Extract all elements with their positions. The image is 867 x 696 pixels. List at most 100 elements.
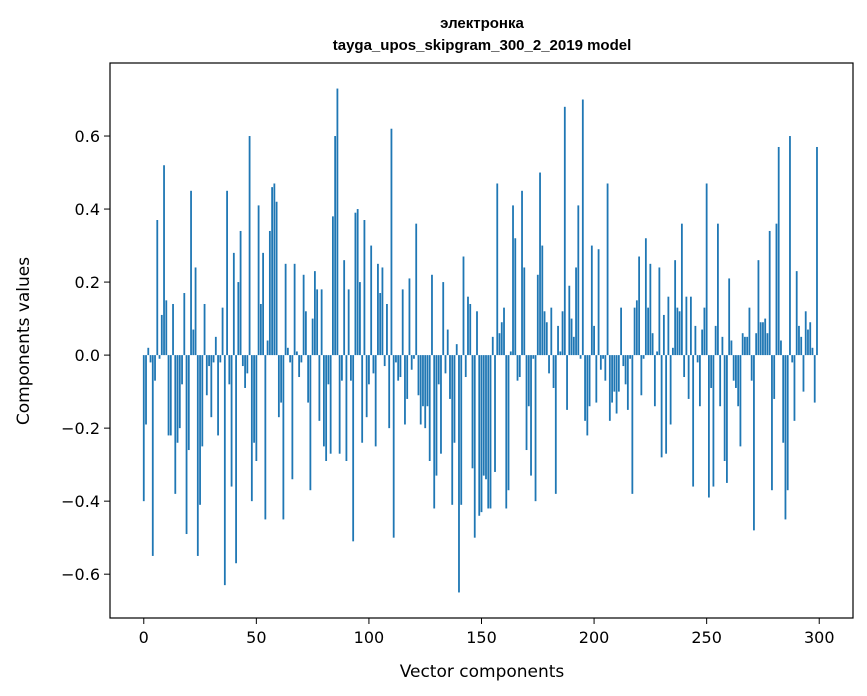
bar <box>235 355 237 564</box>
bar <box>295 351 298 356</box>
bar <box>273 183 276 356</box>
bar <box>534 355 537 502</box>
bar <box>464 355 467 378</box>
bar <box>714 325 717 356</box>
bar <box>453 355 456 443</box>
bar <box>590 245 593 356</box>
bar <box>719 355 722 407</box>
bar <box>678 311 681 356</box>
bar <box>550 307 553 356</box>
bar <box>505 355 508 509</box>
bar <box>735 355 737 388</box>
bar <box>613 355 616 392</box>
bar <box>539 172 541 356</box>
bar <box>489 355 492 509</box>
bar <box>404 355 406 425</box>
bar <box>597 249 600 356</box>
bar <box>726 355 728 483</box>
bar <box>293 263 296 356</box>
bar <box>802 355 805 392</box>
bar <box>480 355 483 513</box>
bar <box>248 136 251 356</box>
bar <box>449 355 451 399</box>
bar <box>685 296 688 356</box>
bar <box>446 329 449 356</box>
bar <box>322 355 325 447</box>
bar <box>476 311 478 356</box>
x-axis-ticks: 0 50 100 150 200 250 300 <box>139 618 835 647</box>
bar <box>699 355 701 407</box>
bar <box>316 289 319 356</box>
bar <box>473 355 476 538</box>
bar <box>798 325 800 356</box>
bar <box>388 355 391 429</box>
bar <box>226 190 228 356</box>
bar <box>653 355 656 407</box>
bar <box>786 355 789 491</box>
bar <box>151 355 154 556</box>
bar <box>588 355 591 407</box>
bar <box>746 336 749 356</box>
bar <box>156 220 159 356</box>
bar <box>253 355 255 443</box>
bar <box>730 340 733 356</box>
bar <box>244 355 246 388</box>
bar <box>611 355 613 403</box>
bar <box>782 355 785 443</box>
bar <box>343 260 346 356</box>
bar <box>374 355 377 447</box>
bar <box>566 355 568 410</box>
bar <box>608 355 611 421</box>
bar <box>460 355 463 505</box>
bar <box>586 355 589 436</box>
bar <box>223 355 226 586</box>
bar <box>816 146 818 356</box>
bar <box>563 106 566 356</box>
bar <box>467 296 469 356</box>
bar <box>807 329 809 356</box>
bar <box>262 252 264 356</box>
bar <box>442 282 445 356</box>
bar <box>255 355 258 461</box>
bar <box>320 289 323 356</box>
bar <box>190 190 192 356</box>
bar <box>667 296 670 356</box>
bar <box>462 256 465 356</box>
bar <box>759 322 762 356</box>
bar <box>304 311 307 356</box>
bar <box>381 267 384 356</box>
bar <box>422 355 424 407</box>
bar <box>284 263 287 356</box>
bar <box>172 303 174 356</box>
bar <box>642 355 645 359</box>
bar <box>680 223 683 356</box>
bar <box>762 322 764 356</box>
bar <box>703 307 706 356</box>
x-tick-label: 200 <box>579 628 610 647</box>
bar <box>545 322 548 356</box>
bar <box>257 205 260 356</box>
bar <box>413 355 415 359</box>
bar <box>647 307 650 356</box>
bar <box>640 355 643 396</box>
bar <box>750 355 753 381</box>
bar <box>494 355 496 472</box>
bar <box>469 303 472 356</box>
bar <box>365 355 368 418</box>
bar <box>228 355 231 385</box>
bar <box>777 146 780 356</box>
bar <box>345 355 348 461</box>
bar <box>744 336 746 356</box>
bar <box>336 88 339 356</box>
bar <box>557 325 559 356</box>
bar <box>764 318 767 356</box>
bar <box>512 205 514 356</box>
bar <box>417 355 420 396</box>
bar <box>696 355 699 363</box>
bar <box>478 355 481 516</box>
bar <box>811 347 814 356</box>
bar <box>309 355 312 491</box>
bar <box>426 355 429 407</box>
bar <box>250 355 253 502</box>
bar <box>147 347 150 356</box>
